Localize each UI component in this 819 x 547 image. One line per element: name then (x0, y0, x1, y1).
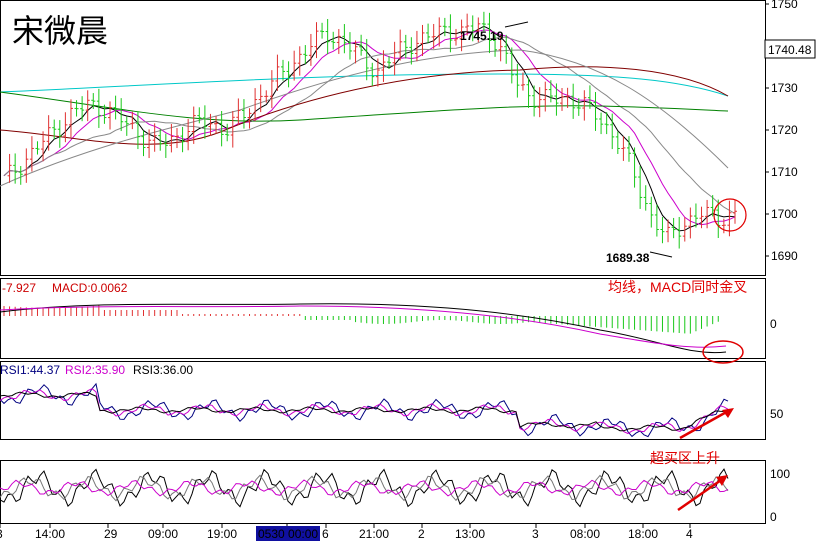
time-label: 21:00 (359, 527, 389, 541)
price-tick-label: 1700 (771, 207, 798, 221)
ma-line-maroon (0, 66, 729, 145)
rsi2-line (0, 388, 729, 435)
time-label: 2 (418, 527, 425, 541)
reversal-circle (713, 198, 747, 232)
main-panel-frame (0, 0, 766, 276)
time-label: 29 (104, 527, 118, 541)
kdj-annotation: 超买区上升 (650, 450, 720, 466)
time-label: 13:00 (455, 527, 485, 541)
watermark-text: 宋微晨 (12, 12, 108, 50)
price-tick-label: 1690 (771, 249, 798, 263)
kdj-j-line (0, 479, 729, 497)
ma-line-cyan (0, 73, 729, 97)
ma-line (3, 36, 736, 214)
macd-dif-label: -7.927 (2, 281, 36, 295)
current-price-label: 1740.48 (768, 43, 812, 57)
time-axis: 3 14:00 29 09:00 19:00 0530 00:00 6 21:00 2 13:00… (0, 524, 693, 541)
time-label: 18:00 (628, 527, 658, 541)
kdj-arrow-head (716, 475, 728, 486)
price-tick-label: 1720 (771, 123, 798, 137)
kdj-panel-frame (0, 460, 766, 524)
rsi3-line (0, 391, 729, 432)
kdj-top-label: 100 (770, 467, 790, 481)
rsi3-label: RSI3:36.00 (133, 363, 193, 377)
kdj-d-line (0, 474, 729, 502)
price-tick-label: 1710 (771, 165, 798, 179)
time-label-highlight: 0530 00:00 (258, 527, 318, 541)
kdj-lines (0, 468, 729, 508)
moving-average-layer (0, 25, 736, 232)
time-label: 3 (532, 527, 539, 541)
rsi-arrow-head (722, 408, 734, 418)
macd-histogram (0, 303, 727, 354)
high-price-label: 1745.19 (460, 29, 504, 43)
time-label: 14:00 (35, 527, 65, 541)
current-price-box (764, 39, 816, 59)
rsi1-line (0, 382, 729, 438)
high-pointer (504, 21, 529, 28)
rsi2-label: RSI2:35.90 (65, 363, 125, 377)
low-price-label: 1689.38 (606, 251, 650, 265)
macd-annotation: 均线，MACD同时金叉 (608, 279, 747, 295)
time-label: 19:00 (207, 527, 237, 541)
panel-frames (0, 0, 766, 524)
price-axis: 1750174017301720171017001690 (765, 0, 798, 263)
rsi-lines (0, 382, 729, 438)
price-tick-label: 1730 (771, 81, 798, 95)
macd-zero-label: 0 (770, 317, 777, 331)
macd-dea-line (0, 305, 727, 348)
time-label: 6 (322, 527, 329, 541)
time-highlight-box (256, 526, 320, 541)
ma-line (3, 25, 736, 232)
time-label: 08:00 (570, 527, 600, 541)
time-label: 3 (0, 527, 3, 541)
rsi-up-arrow (679, 408, 731, 440)
candlestick-layer (7, 11, 737, 249)
macd-dif-line (0, 303, 727, 354)
ma-line (3, 29, 736, 226)
price-tick-label: 1750 (771, 0, 798, 11)
ma-line-green (0, 91, 729, 122)
macd-panel-frame (0, 278, 766, 359)
rsi1-label: RSI1:44.37 (0, 363, 60, 377)
kdj-k-line (0, 468, 729, 508)
ma-line-gray-long (0, 49, 729, 187)
kdj-up-arrow (677, 476, 725, 512)
macd-cross-circle (702, 340, 744, 364)
kdj-bottom-label: 0 (770, 510, 777, 524)
macd-value-label: MACD:0.0062 (52, 281, 128, 295)
time-label: 4 (686, 527, 693, 541)
time-label: 09:00 (148, 527, 178, 541)
rsi-level-label: 50 (770, 407, 784, 421)
low-pointer (649, 251, 673, 258)
